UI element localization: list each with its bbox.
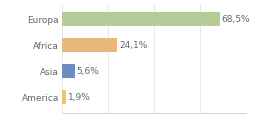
Bar (62, 12, 220, 26)
Text: 68,5%: 68,5% (222, 15, 250, 24)
Bar (62, 90, 66, 104)
Text: 1,9%: 1,9% (68, 93, 91, 102)
Bar (62, 64, 74, 78)
Text: 5,6%: 5,6% (76, 67, 99, 76)
Text: 24,1%: 24,1% (119, 41, 148, 50)
Bar (62, 38, 117, 52)
